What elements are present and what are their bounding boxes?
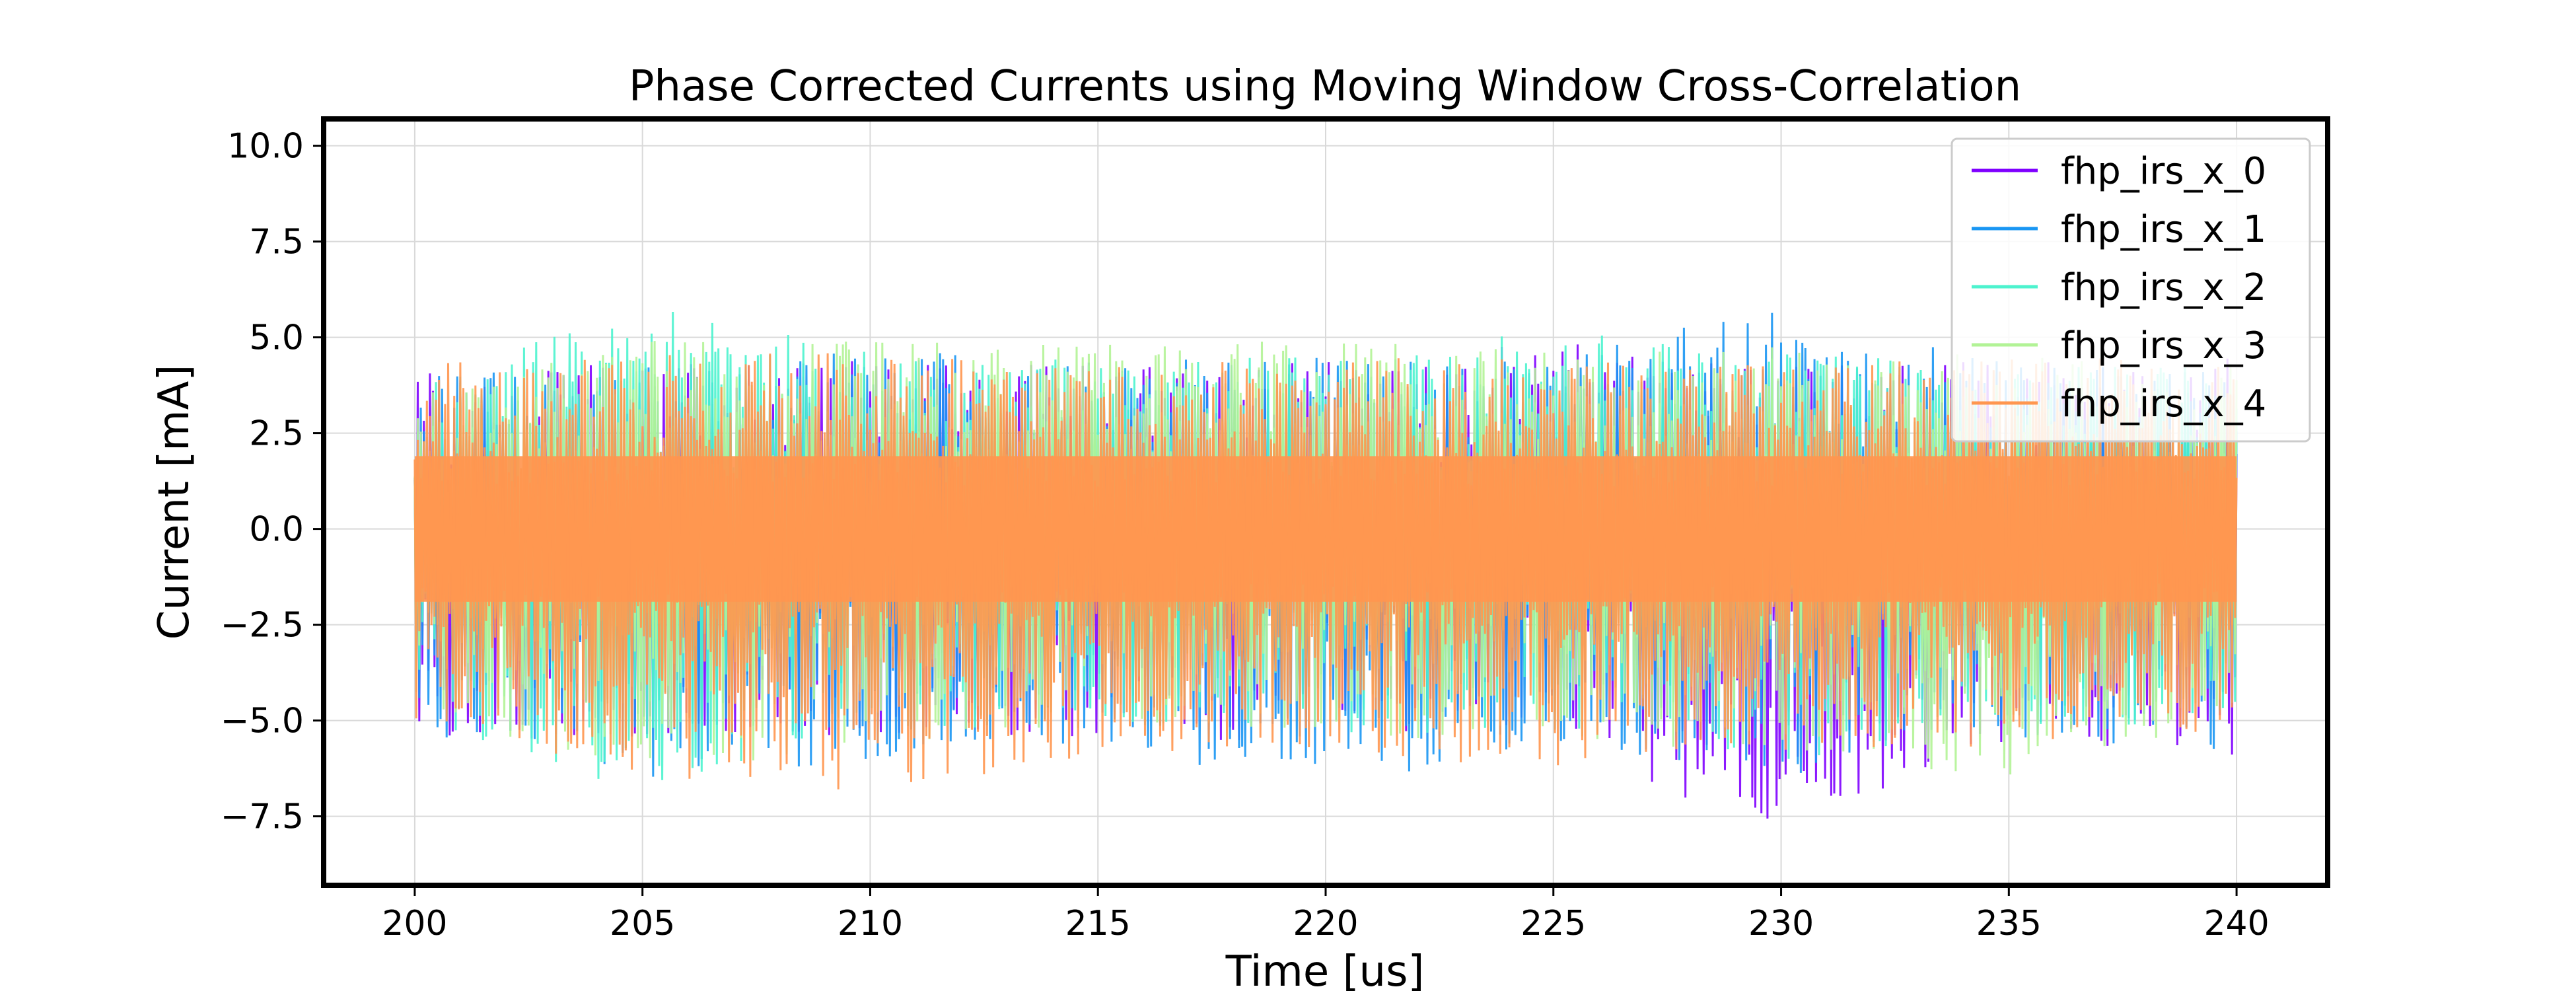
- legend-label: fhp_irs_x_3: [2061, 324, 2266, 367]
- y-tick-label: −5.0: [221, 702, 304, 741]
- y-tick-label: 10.0: [227, 127, 304, 166]
- legend-box: [1950, 137, 2311, 443]
- y-tick-label: 7.5: [249, 223, 304, 262]
- series-layer: [413, 311, 2238, 819]
- legend-label: fhp_irs_x_2: [2061, 266, 2266, 309]
- y-tick-label: 2.5: [249, 414, 304, 454]
- x-tick-label: 210: [838, 904, 903, 943]
- y-tick-label: 0.0: [249, 510, 304, 550]
- x-tick-label: 205: [610, 904, 675, 943]
- y-tick-label: −7.5: [221, 797, 304, 837]
- x-tick-label: 235: [1976, 904, 2042, 943]
- series-line: [413, 311, 2238, 780]
- y-tick-label: −2.5: [221, 606, 304, 645]
- legend-label: fhp_irs_x_1: [2061, 208, 2266, 251]
- y-tick-label: 5.0: [249, 318, 304, 358]
- y-axis-label: Current [mA]: [150, 365, 199, 640]
- x-tick-label: 215: [1065, 904, 1131, 943]
- x-tick-label: 240: [2203, 904, 2269, 943]
- x-tick-label: 200: [382, 904, 447, 943]
- x-ticks: 200 205 210 215 220 225 230 235 240: [382, 885, 2270, 943]
- legend: fhp_irs_x_0 fhp_irs_x_1 fhp_irs_x_2 fhp_irs…: [1950, 137, 2311, 443]
- x-tick-label: 230: [1748, 904, 1814, 943]
- y-ticks: −7.5 −5.0 −2.5 0.0 2.5 5.0 7.5 10.0: [221, 127, 324, 837]
- x-tick-label: 225: [1521, 904, 1586, 943]
- legend-label: fhp_irs_x_4: [2061, 383, 2266, 425]
- series-core-band: [414, 456, 2237, 602]
- x-tick-label: 220: [1293, 904, 1358, 943]
- chart-title: Phase Corrected Currents using Moving Wi…: [629, 62, 2021, 111]
- x-axis-label: Time [us]: [1225, 947, 1425, 991]
- legend-label: fhp_irs_x_0: [2061, 150, 2266, 193]
